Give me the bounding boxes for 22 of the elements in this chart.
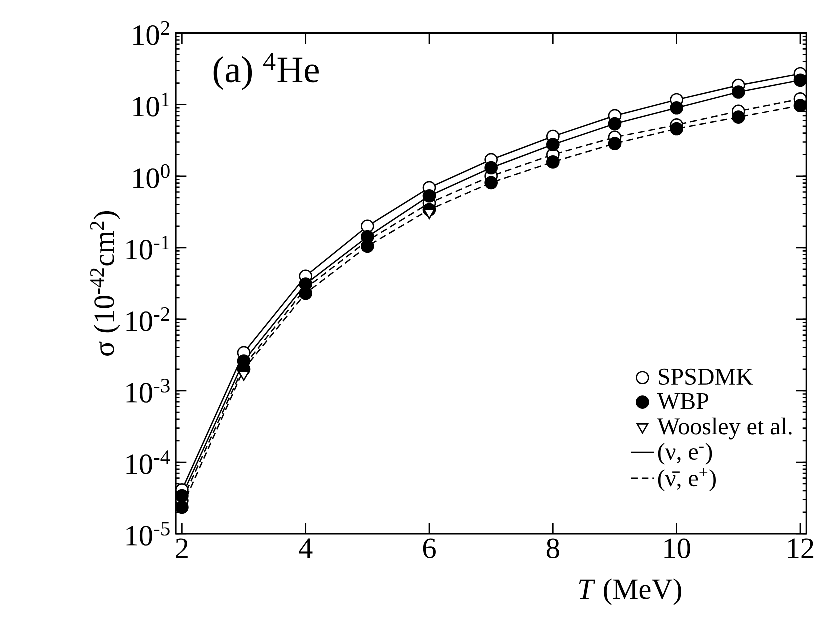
legend-label: Woosley et al.	[657, 418, 792, 440]
y-tick-label: 10$^{2}$	[134, 21, 170, 46]
annotation: (a) $^{4}$He	[214, 53, 319, 90]
y-tick-label: 10$^{-1}$	[126, 236, 170, 260]
y-tick-label: 10$^{-3}$	[126, 379, 170, 403]
y-tick-label: 10$^{-4}$	[126, 450, 170, 474]
legend-label: (ν̄, e$^{+}$)	[658, 468, 716, 492]
y-tick-label: 10$^{0}$	[134, 164, 170, 188]
y-tick-label: 10$^{1}$	[134, 92, 170, 117]
legend-label: SPSDMK	[659, 368, 754, 386]
y-tick-label: 10$^{-5}$	[126, 522, 170, 546]
x-tick-label: 10	[664, 538, 690, 559]
legend-label: WBP	[657, 393, 708, 410]
x-tick-label: 6	[423, 538, 436, 558]
x-axis-title: T (MeV)	[579, 578, 682, 606]
y-axis-title: σ (10$^{-42}$cm$^{2}$)	[90, 212, 120, 356]
x-tick-label: 2	[176, 538, 188, 558]
y-tick-label: 10$^{-2}$	[126, 307, 170, 332]
x-tick-label: 12	[788, 538, 814, 558]
x-tick-label: 8	[546, 538, 560, 559]
x-tick-label: 4	[299, 538, 313, 558]
legend-label: (ν, e$^{-}$)	[658, 443, 712, 465]
